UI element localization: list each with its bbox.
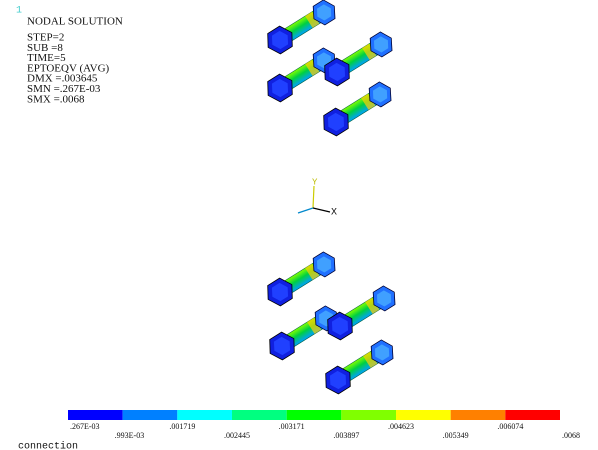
legend-label: .006074 [497,422,523,431]
legend-label: .267E-03 [70,422,100,431]
legend-label: .001719 [169,422,195,431]
bolt [261,247,342,311]
legend-swatch [68,410,123,420]
info-title: NODAL SOLUTION [27,16,123,28]
info-line: SUB =8 [27,42,63,54]
info-line: DMX =.003645 [27,73,98,85]
info-line: SMX =.0068 [27,93,85,105]
legend-swatch [232,410,287,420]
legend-swatch [177,410,232,420]
window-number: 1 [16,6,22,17]
info-line: STEP=2 [27,32,64,44]
axis-triad: Y X [297,177,337,219]
legend-swatch [505,410,560,420]
legend-swatch [341,410,396,420]
triad-x-label: X [331,208,337,219]
info-line: SMN =.267E-03 [27,83,101,95]
legend-swatch [122,410,178,420]
legend-label: .0068 [562,431,580,440]
legend-label: .004623 [388,422,414,431]
legend-label: .003171 [279,422,305,431]
legend-swatch [450,410,506,420]
legend-swatch [396,410,451,420]
legend-label: .002445 [224,431,250,440]
triad-y-label: Y [312,177,318,187]
caption: connection [18,441,78,450]
legend-label: .005349 [443,431,469,440]
legend-swatch [286,410,342,420]
bolt [317,77,398,141]
bolts-top [261,0,399,141]
info-line: EPTOEQV (AVG) [27,62,110,74]
legend-label: .003897 [333,431,359,440]
bolt [261,0,342,59]
bolts-bottom [261,247,402,399]
legend-label: .993E-03 [115,431,145,440]
info-line: TIME=5 [27,52,66,64]
bolt [319,335,400,399]
contour-legend: .267E-03 .993E-03 .001719 .002445 .003171 .00… [68,410,580,440]
